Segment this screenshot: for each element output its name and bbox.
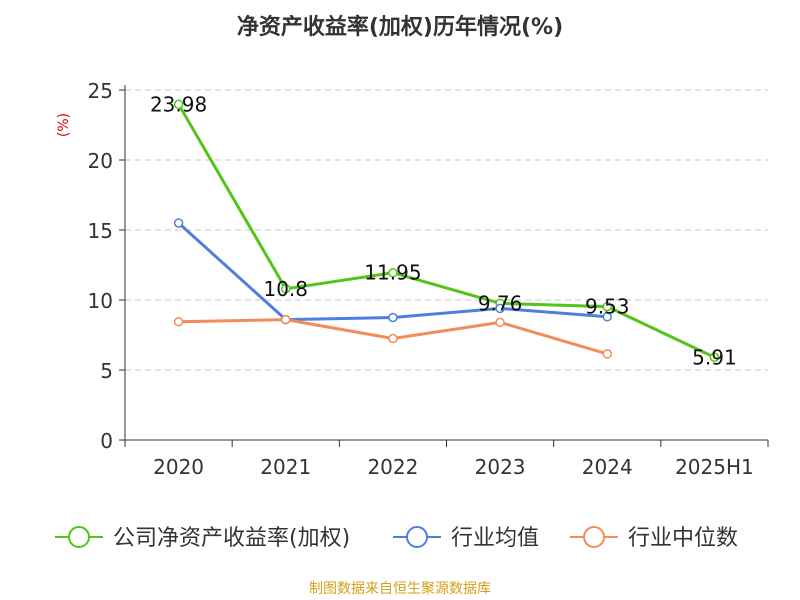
data-point xyxy=(602,349,612,359)
data-label: 5.91 xyxy=(692,345,737,369)
y-tick-label: 5 xyxy=(100,359,113,383)
data-point xyxy=(281,284,291,294)
legend-swatch-marker xyxy=(406,526,428,548)
legend: 公司净资产收益率(加权) 行业均值 行业中位数 xyxy=(55,526,738,551)
data-label: 9.53 xyxy=(585,295,630,319)
legend-label: 行业中位数 xyxy=(628,526,738,551)
data-point xyxy=(173,316,184,327)
y-tick-label: 20 xyxy=(88,149,113,173)
y-tick-label: 10 xyxy=(88,289,113,313)
data-point xyxy=(173,218,184,228)
series-line-0 xyxy=(177,103,716,359)
chart-title: 净资产收益率(加权)历年情况(%) xyxy=(237,14,563,40)
legend-label: 公司净资产收益率(加权) xyxy=(113,526,350,551)
data-point xyxy=(388,312,398,323)
data-point xyxy=(281,314,291,325)
data-point xyxy=(495,317,505,328)
x-tick-label: 2020 xyxy=(153,455,204,479)
legend-swatch-marker xyxy=(583,526,605,548)
y-tick-label: 0 xyxy=(100,429,113,453)
data-point xyxy=(602,301,612,312)
data-point xyxy=(709,352,720,363)
x-tick-label: 2023 xyxy=(475,455,526,479)
data-label: 23.98 xyxy=(150,92,207,116)
data-label: 11.95 xyxy=(364,261,421,285)
y-axis-label: (%) xyxy=(56,113,72,137)
data-point xyxy=(388,333,398,344)
data-point xyxy=(388,267,398,278)
data-label: 9.76 xyxy=(478,291,523,315)
legend-label: 行业均值 xyxy=(451,526,539,551)
data-point xyxy=(495,303,505,314)
axes: 0 5 10 15 20 25 2020 2021 2022 2023 2024 2025H1 xyxy=(88,79,769,479)
x-tick-label: 2024 xyxy=(582,455,633,479)
data-label: 10.8 xyxy=(263,277,308,301)
x-tick-label: 2021 xyxy=(260,455,311,479)
data-point xyxy=(602,312,612,322)
gridlines xyxy=(125,89,768,371)
legend-swatch-marker xyxy=(68,526,90,548)
x-tick-label: 2022 xyxy=(367,455,418,479)
series-lines: 23.98 10.8 11.95 9.76 9.53 5.91 xyxy=(150,92,737,369)
y-tick-label: 25 xyxy=(88,79,113,103)
data-point xyxy=(173,99,184,110)
source-note: 制图数据来自恒生聚源数据库 xyxy=(309,581,491,597)
x-tick-label: 2025H1 xyxy=(675,455,754,479)
y-tick-label: 15 xyxy=(88,219,113,243)
